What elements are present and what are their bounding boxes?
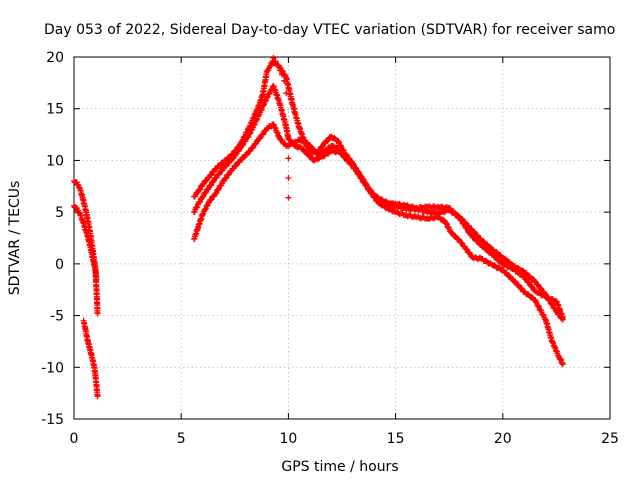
grid [74, 57, 610, 419]
data-point-track-a [207, 182, 214, 189]
data-point-track-a [215, 171, 222, 178]
x-axis-label: GPS time / hours [281, 459, 398, 475]
x-tick-label: 20 [494, 431, 512, 447]
data-point-track-a [501, 255, 508, 262]
data-point-track-b [216, 163, 223, 170]
y-tick-label: 0 [55, 257, 64, 273]
data-point-track-b [324, 137, 331, 144]
data-point-track-c [458, 239, 465, 246]
data-point-dropouts [285, 194, 292, 201]
data-point-dropouts [274, 62, 281, 69]
data-point-track-c [559, 361, 566, 368]
data-point-track-b [480, 243, 487, 250]
data-point-track-c [396, 211, 403, 218]
y-tick-label: -15 [41, 412, 64, 428]
x-tick-label: 25 [601, 431, 619, 447]
data-point-dropouts [268, 60, 275, 67]
data-point-track-b-start [93, 276, 100, 283]
data-point-dropouts [281, 77, 288, 84]
y-tick-label: -5 [50, 309, 64, 325]
data-point-dropouts [285, 155, 292, 162]
plot-frame [73, 56, 611, 420]
data-point-track-c [222, 175, 229, 182]
x-tick-label: 5 [177, 431, 186, 447]
y-tick-label: 20 [46, 50, 64, 66]
x-axis: 0 5 10 15 20 25 [70, 57, 619, 447]
data-point-dropouts [285, 175, 292, 182]
chart-title: Day 053 of 2022, Sidereal Day-to-day VTE… [44, 22, 615, 38]
data-point-track-c [431, 215, 438, 222]
y-tick-label: 15 [46, 102, 64, 118]
data-point-track-c [207, 197, 214, 204]
data-point-track-b [207, 172, 214, 179]
data-point-track-c [240, 155, 247, 162]
y-axis: -15 -10 -5 0 5 10 15 20 [41, 50, 610, 428]
data-point-track-a [537, 285, 544, 292]
data-point-track-c [452, 232, 459, 239]
y-axis-label: SDTVAR / TECUs [7, 181, 23, 296]
data-points [71, 55, 566, 400]
data-point-dropouts [283, 90, 290, 97]
data-point-track-b [407, 204, 414, 211]
data-point-dropouts [276, 67, 283, 74]
data-point-dropouts [272, 58, 279, 65]
data-point-track-c [518, 285, 525, 292]
data-point-track-b [420, 204, 427, 211]
x-tick-label: 10 [279, 431, 297, 447]
data-point-dropouts [278, 71, 285, 78]
data-point-track-a-start [94, 310, 101, 317]
y-tick-label: 5 [55, 205, 64, 221]
y-tick-label: -10 [41, 360, 64, 376]
data-point-dropouts [270, 55, 277, 62]
data-point-track-a [549, 301, 556, 308]
data-point-track-b [443, 203, 450, 210]
data-point-track-b [203, 177, 210, 184]
y-tick-label: 10 [46, 153, 64, 169]
data-point-track-c [342, 154, 349, 161]
x-tick-label: 0 [70, 431, 79, 447]
data-point-track-c [363, 182, 370, 189]
data-point-track-a [431, 209, 438, 216]
data-point-track-c [311, 147, 318, 154]
data-point-track-c [535, 302, 542, 309]
x-tick-label: 15 [387, 431, 405, 447]
data-point-track-b [458, 216, 465, 223]
data-point-track-b [559, 314, 566, 321]
data-point-track-c-start [94, 393, 101, 400]
data-point-track-a [202, 190, 209, 197]
data-point-track-c [420, 214, 427, 221]
data-point-track-a [222, 163, 229, 170]
data-point-track-b [528, 282, 535, 289]
